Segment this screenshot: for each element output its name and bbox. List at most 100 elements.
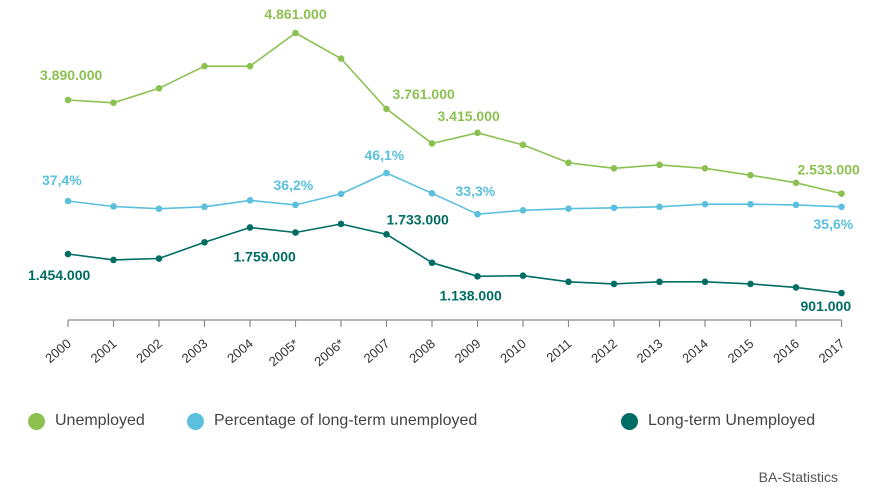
data-point-unemployed [110,99,117,107]
x-tick-label: 2014 [679,336,711,366]
data-point-long-term [201,238,208,246]
data-label-percentage: 37,4% [42,172,82,188]
x-tick-label: 2009 [452,336,484,366]
data-point-long-term [565,278,572,286]
data-point-unemployed [656,161,663,169]
data-point-percentage [292,201,299,209]
data-point-percentage [656,203,663,211]
x-tick-label: 2002 [133,336,165,366]
legend-swatch-unemployed [28,412,45,430]
data-point-unemployed [155,84,163,92]
data-label-unemployed: 4.861.000 [264,6,326,22]
data-label-unemployed: 3.761.000 [393,86,455,102]
data-point-long-term [246,224,254,231]
x-tick-label: 2013 [634,336,666,366]
x-tick-label: 2015 [725,336,757,366]
data-point-long-term [383,231,390,238]
data-point-unemployed [838,190,845,197]
series-line-long-term [67,223,842,294]
data-point-unemployed [428,140,436,147]
data-point-percentage [565,205,572,213]
data-point-unemployed [519,141,527,149]
data-point-long-term [656,278,663,286]
data-label-long-term: 1.454.000 [28,267,90,283]
x-tick-label: 2004 [224,336,256,366]
series-line-percentage [67,172,842,215]
data-point-long-term [610,280,618,288]
data-label-long-term: 901.000 [801,298,852,314]
data-point-percentage [201,203,208,211]
data-point-unemployed [201,62,208,70]
data-point-unemployed [337,55,345,62]
x-tick-label: 2016 [770,336,802,366]
legend: Unemployed Percentage of long-term unemp… [0,412,890,436]
data-point-long-term [155,255,163,262]
data-point-percentage [155,205,163,213]
data-point-percentage [428,189,436,197]
data-label-percentage: 36,2% [274,177,314,193]
data-label-long-term: 1.733.000 [387,211,449,227]
legend-label-unemployed: Unemployed [55,412,145,429]
data-point-long-term [701,278,709,286]
data-label-unemployed: 3.415.000 [438,108,500,124]
data-point-percentage [110,203,117,210]
data-label-unemployed: 3.890.000 [40,67,102,83]
data-point-percentage [474,210,481,218]
x-tick-label: 2000 [42,336,74,366]
data-point-long-term [64,250,72,258]
data-point-percentage [519,207,527,214]
legend-swatch-percentage [187,412,204,430]
data-point-unemployed [64,96,72,104]
data-point-unemployed [246,62,254,70]
data-point-percentage [701,200,709,208]
x-tick-label: 2005* [266,336,302,369]
x-tick-label: 2011 [543,336,574,365]
data-point-unemployed [565,159,572,167]
data-label-percentage: 46,1% [365,147,405,163]
x-axis: 2000 2001 2002 2003 2004 2005* 2006* 2007 2008 20… [42,319,848,369]
data-point-long-term [792,284,800,291]
legend-label-long-term: Long-term Unemployed [648,412,816,429]
series-line-unemployed [67,32,842,195]
data-point-unemployed [792,179,800,187]
series-lines [67,32,842,294]
legend-label-percentage: Percentage of long-term unemployed [214,412,478,429]
x-tick-label: 2003 [179,336,211,366]
data-point-unemployed [747,171,754,179]
data-point-percentage [747,200,754,208]
source-note: BA-Statistics [758,469,838,485]
data-point-unemployed [610,165,618,172]
data-point-long-term [747,280,754,288]
data-point-unemployed [701,165,709,172]
data-point-long-term [474,272,481,280]
data-point-percentage [792,201,800,209]
data-point-long-term [428,259,436,267]
data-label-long-term: 1.759.000 [234,248,296,264]
data-labels: 3.890.000 4.861.000 3.761.000 3.415.000 2.53… [28,6,860,314]
data-point-unemployed [292,29,299,37]
data-point-long-term [110,256,117,264]
data-point-unemployed [383,105,390,113]
data-label-long-term: 1.138.000 [440,287,502,303]
data-point-long-term [838,289,845,297]
data-point-percentage [64,197,72,205]
legend-swatch-long-term [621,412,638,430]
data-points [64,29,845,297]
data-label-percentage: 33,3% [456,183,496,199]
data-label-percentage: 35,6% [814,216,854,232]
x-tick-label: 2001 [88,336,120,366]
data-point-long-term [292,229,299,236]
data-point-percentage [337,190,345,198]
line-chart: 2000 2001 2002 2003 2004 2005* 2006* 2007 2008 20… [28,6,860,369]
x-tick-label: 2006* [311,336,347,369]
data-point-percentage [610,204,618,212]
x-tick-label: 2010 [497,336,529,366]
data-point-percentage [838,203,845,211]
data-label-unemployed: 2.533.000 [798,162,860,178]
data-point-percentage [383,169,390,177]
x-tick-label: 2008 [406,336,438,366]
x-tick-label: 2007 [361,336,393,366]
data-point-percentage [246,197,254,204]
x-tick-label: 2017 [816,336,848,366]
legend-item-percentage: Percentage of long-term unemployed [187,412,477,430]
